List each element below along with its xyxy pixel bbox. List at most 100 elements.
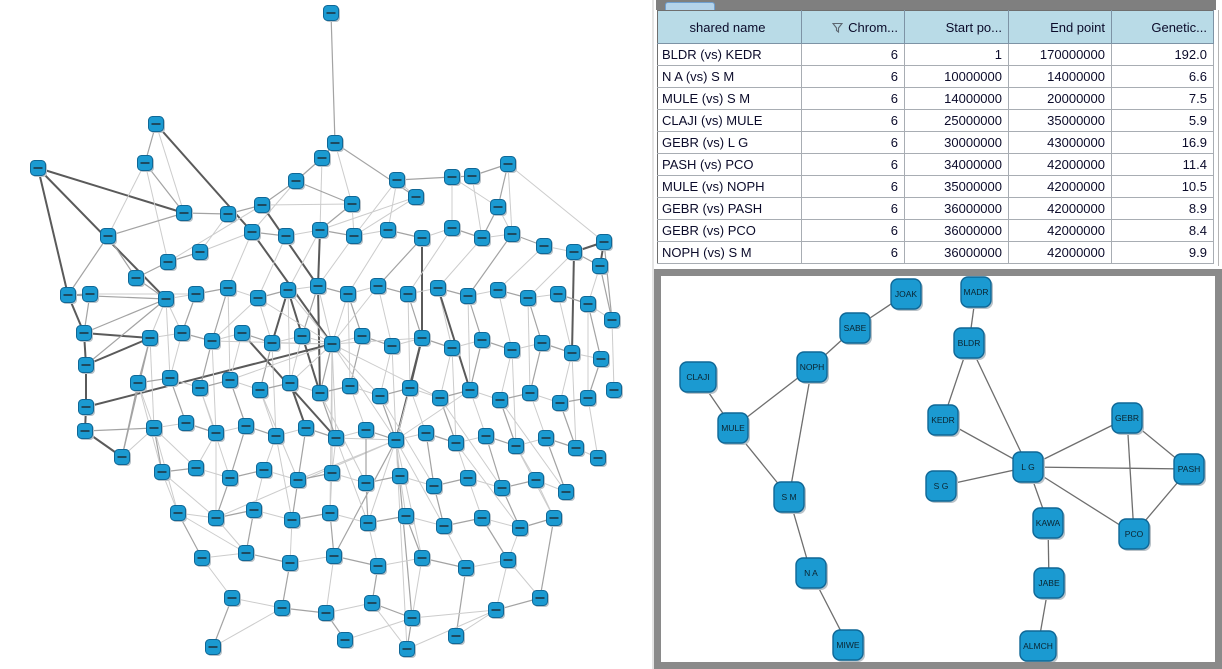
graph-node[interactable]	[328, 430, 346, 448]
graph-node[interactable]	[294, 328, 312, 346]
graph-node[interactable]	[254, 197, 272, 215]
graph-node[interactable]	[564, 345, 582, 363]
graph-node[interactable]: MULE	[717, 412, 750, 445]
graph-node[interactable]	[418, 425, 436, 443]
graph-node[interactable]	[327, 135, 345, 153]
graph-node[interactable]: GEBR	[1111, 402, 1144, 435]
graph-node[interactable]	[324, 465, 342, 483]
table-scroll-gutter[interactable]	[1218, 10, 1219, 266]
graph-node[interactable]	[340, 286, 358, 304]
graph-node[interactable]	[224, 590, 242, 608]
table-row[interactable]: BLDR (vs) KEDR 6 1 170000000 192.0	[657, 43, 1214, 66]
graph-node[interactable]	[76, 325, 94, 343]
graph-node[interactable]	[323, 5, 341, 23]
graph-node[interactable]	[282, 375, 300, 393]
graph-node[interactable]	[274, 600, 292, 618]
graph-node[interactable]	[78, 357, 96, 375]
graph-node[interactable]: N A	[795, 557, 828, 590]
column-header-start-position[interactable]: Start po...	[904, 10, 1009, 44]
graph-node[interactable]	[192, 380, 210, 398]
graph-node[interactable]	[204, 333, 222, 351]
graph-node[interactable]	[528, 472, 546, 490]
graph-node[interactable]: L G	[1012, 451, 1045, 484]
graph-node[interactable]: KAWA	[1032, 507, 1065, 540]
table-row[interactable]: GEBR (vs) PASH 6 36000000 42000000 8.9	[657, 197, 1214, 220]
graph-node[interactable]	[130, 375, 148, 393]
graph-node[interactable]	[522, 385, 540, 403]
graph-node[interactable]	[460, 288, 478, 306]
graph-node[interactable]	[358, 475, 376, 493]
graph-node[interactable]	[114, 449, 132, 467]
graph-node[interactable]	[337, 632, 355, 650]
table-row[interactable]: GEBR (vs) PCO 6 36000000 42000000 8.4	[657, 219, 1214, 242]
graph-node[interactable]	[372, 388, 390, 406]
graph-node[interactable]	[550, 286, 568, 304]
graph-node[interactable]	[494, 480, 512, 498]
graph-node[interactable]: JABE	[1033, 567, 1066, 600]
graph-node[interactable]	[170, 505, 188, 523]
graph-node[interactable]	[558, 484, 576, 502]
graph-node[interactable]	[512, 520, 530, 538]
graph-node[interactable]	[392, 468, 410, 486]
graph-node[interactable]	[448, 628, 466, 646]
graph-node[interactable]	[137, 155, 155, 173]
graph-node[interactable]	[326, 548, 344, 566]
graph-node[interactable]	[580, 296, 598, 314]
graph-node[interactable]	[590, 450, 608, 468]
main-network-view[interactable]	[0, 0, 652, 669]
graph-node[interactable]	[208, 425, 226, 443]
graph-node[interactable]	[246, 502, 264, 520]
graph-node[interactable]	[284, 512, 302, 530]
column-header-chromosome[interactable]: Chrom...	[801, 10, 905, 44]
graph-node[interactable]	[310, 278, 328, 296]
graph-node[interactable]	[100, 228, 118, 246]
graph-node[interactable]	[492, 392, 510, 410]
graph-node[interactable]	[158, 291, 176, 309]
graph-node[interactable]	[436, 518, 454, 536]
graph-node[interactable]	[238, 545, 256, 563]
graph-node[interactable]	[370, 278, 388, 296]
graph-node[interactable]	[568, 440, 586, 458]
filter-funnel-icon[interactable]	[832, 22, 844, 33]
graph-node[interactable]	[504, 342, 522, 360]
graph-node[interactable]	[322, 505, 340, 523]
graph-node[interactable]	[222, 372, 240, 390]
graph-node[interactable]	[430, 280, 448, 298]
graph-node[interactable]	[78, 399, 96, 417]
graph-node[interactable]	[389, 172, 407, 190]
graph-node[interactable]: SABE	[839, 312, 872, 345]
graph-node[interactable]	[592, 258, 610, 276]
graph-node[interactable]	[408, 189, 426, 207]
graph-node[interactable]	[318, 605, 336, 623]
graph-node[interactable]	[234, 325, 252, 343]
graph-node[interactable]	[342, 378, 360, 396]
graph-node[interactable]: MIWE	[832, 629, 865, 662]
graph-node[interactable]	[488, 602, 506, 620]
graph-node[interactable]	[460, 470, 478, 488]
graph-node[interactable]: MADR	[960, 276, 993, 309]
graph-node[interactable]: NOPH	[796, 351, 829, 384]
graph-node[interactable]: PASH	[1173, 453, 1206, 486]
graph-node[interactable]	[464, 168, 482, 186]
graph-node[interactable]	[532, 590, 550, 608]
graph-node[interactable]	[142, 330, 160, 348]
graph-node[interactable]	[324, 336, 342, 354]
graph-node[interactable]	[188, 460, 206, 478]
table-row[interactable]: NOPH (vs) S M 6 36000000 42000000 9.9	[657, 241, 1214, 264]
graph-node[interactable]	[344, 196, 362, 214]
graph-node[interactable]	[474, 510, 492, 528]
column-header-end-point[interactable]: End point	[1008, 10, 1112, 44]
graph-node[interactable]	[128, 270, 146, 288]
graph-node[interactable]	[399, 641, 417, 659]
graph-node[interactable]	[312, 385, 330, 403]
graph-node[interactable]	[404, 610, 422, 628]
graph-node[interactable]	[314, 150, 332, 168]
table-row[interactable]: N A (vs) S M 6 10000000 14000000 6.6	[657, 65, 1214, 88]
graph-node[interactable]	[504, 226, 522, 244]
graph-node[interactable]: ALMCH	[1019, 630, 1058, 663]
graph-node[interactable]	[593, 351, 611, 369]
column-header-shared-name[interactable]: shared name	[657, 10, 802, 44]
graph-node[interactable]	[432, 390, 450, 408]
graph-node[interactable]	[194, 550, 212, 568]
graph-node[interactable]	[178, 415, 196, 433]
